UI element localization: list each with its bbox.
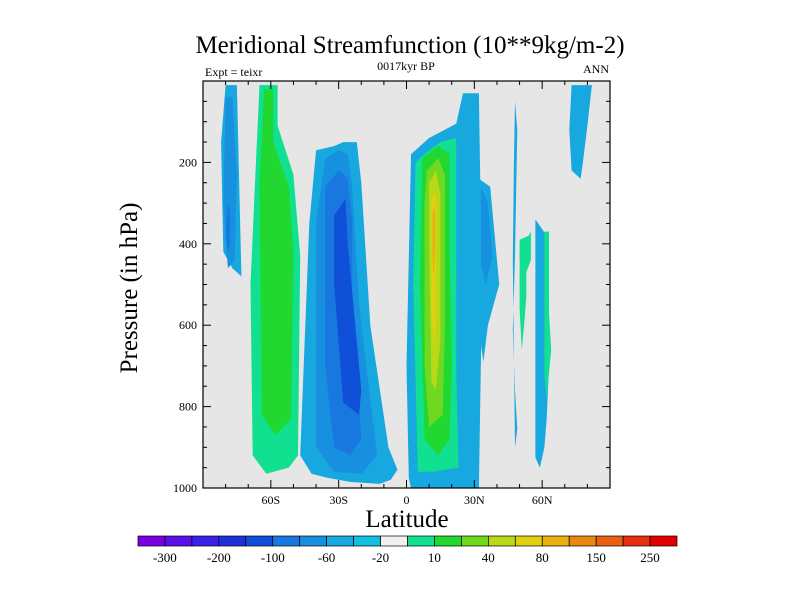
colorbar-label: 40 xyxy=(482,550,495,565)
colorbar-label: 10 xyxy=(428,550,441,565)
colorbar-swatch xyxy=(541,535,570,547)
contour-region-4 xyxy=(512,101,518,448)
x-tick-label: 60S xyxy=(261,493,280,507)
colorbar-swatch xyxy=(164,535,193,547)
contour-region-16 xyxy=(544,231,552,399)
colorbar-swatch xyxy=(595,535,624,547)
y-axis-label: Pressure (in hPa) xyxy=(116,203,143,374)
colorbar-swatch xyxy=(649,535,678,547)
x-tick-label: 0 xyxy=(404,493,410,507)
x-tick-label: 30S xyxy=(329,493,348,507)
colorbar-swatch xyxy=(218,535,247,547)
x-tick-label: 60N xyxy=(532,493,553,507)
contour-region-15 xyxy=(519,231,531,350)
colorbar-swatch xyxy=(407,535,435,547)
y-tick-label: 200 xyxy=(179,155,197,169)
contour-region-9 xyxy=(481,186,493,285)
contour-region-10 xyxy=(225,203,231,252)
y-tick-label: 1000 xyxy=(173,481,197,495)
colorbar-swatch xyxy=(272,535,301,547)
colorbar-swatch xyxy=(461,535,489,547)
x-axis-label: Latitude xyxy=(365,506,448,533)
colorbar-swatch xyxy=(191,535,220,547)
chart-subtitle-left: Expt = teixr xyxy=(205,65,262,79)
colorbar-swatch xyxy=(299,535,328,547)
colorbar-swatch xyxy=(514,535,543,547)
colorbar-label: 250 xyxy=(640,550,660,565)
colorbar-swatch xyxy=(137,535,166,547)
plot-area: 60S 30S 0 30N 60N 200 400 600 800 1000 xyxy=(173,80,611,507)
colorbar: -300 -200 -100 -60 -20 10 40 80 150 250 xyxy=(137,535,678,565)
contour-region-12 xyxy=(334,199,362,415)
colorbar-label: 150 xyxy=(586,550,606,565)
contour-regions xyxy=(221,85,592,488)
contour-region-6 xyxy=(535,219,549,468)
contour-region-22 xyxy=(432,207,435,277)
x-tick-label: 30N xyxy=(464,493,485,507)
colorbar-label: -300 xyxy=(153,550,177,565)
colorbar-label: -60 xyxy=(318,550,335,565)
colorbar-label: -100 xyxy=(261,550,285,565)
chart-title: Meridional Streamfunction (10**9kg/m-2) xyxy=(195,32,624,59)
colorbar-swatch xyxy=(488,535,516,547)
axis-ticks: 60S 30S 0 30N 60N 200 400 600 800 1000 xyxy=(173,81,610,507)
colorbar-swatch xyxy=(434,535,462,547)
chart-subtitle-right: ANN xyxy=(583,62,609,76)
colorbar-swatch xyxy=(245,535,274,547)
colorbar-swatch xyxy=(568,535,597,547)
colorbar-swatch xyxy=(380,535,408,547)
colorbar-label: -200 xyxy=(207,550,231,565)
colorbar-swatch xyxy=(353,535,381,547)
y-tick-label: 800 xyxy=(179,400,197,414)
contour-region-3 xyxy=(569,85,592,179)
y-tick-label: 400 xyxy=(179,237,197,251)
y-tick-label: 600 xyxy=(179,318,197,332)
colorbar-swatch xyxy=(326,535,354,547)
chart-subtitle-center: 0017kyr BP xyxy=(377,59,435,73)
colorbar-label: 80 xyxy=(536,550,549,565)
colorbar-swatch xyxy=(622,535,651,547)
contour-region-14 xyxy=(259,89,294,436)
colorbar-label: -20 xyxy=(372,550,389,565)
